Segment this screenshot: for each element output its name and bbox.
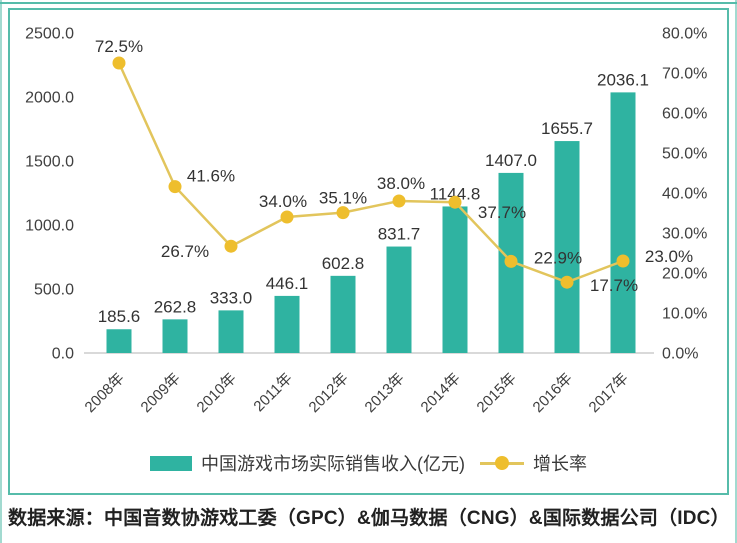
- page-right-border: [735, 0, 737, 543]
- bar: [106, 329, 132, 353]
- growth-value-label: 34.0%: [259, 192, 307, 211]
- bar: [274, 295, 300, 353]
- growth-marker: [392, 194, 406, 208]
- bar-value-label: 446.1: [266, 274, 309, 293]
- bar-value-label: 602.8: [322, 254, 365, 273]
- bar: [554, 141, 580, 353]
- legend-line-dot: [495, 456, 509, 470]
- legend: 中国游戏市场实际销售收入(亿元) 增长率: [10, 450, 727, 476]
- x-axis-label: 2014年: [418, 370, 464, 416]
- growth-marker: [560, 275, 574, 289]
- right-axis-tick: 10.0%: [662, 306, 707, 323]
- right-axis-tick: 30.0%: [662, 226, 707, 243]
- growth-line: [117, 62, 624, 284]
- growth-value-label: 72.5%: [95, 37, 143, 56]
- bar-value-label: 1144.8: [430, 184, 481, 203]
- growth-value-label: 38.0%: [377, 174, 425, 193]
- left-axis-tick: 2000.0: [25, 90, 74, 107]
- growth-marker: [504, 254, 518, 268]
- growth-value-label: 22.9%: [534, 248, 582, 267]
- bar: [386, 246, 412, 353]
- x-axis-label: 2017年: [586, 370, 632, 416]
- growth-marker: [112, 56, 126, 70]
- legend-bar-label: 中国游戏市场实际销售收入(亿元): [201, 454, 465, 474]
- left-axis-tick: 0.0: [52, 346, 74, 363]
- growth-marker: [448, 195, 462, 209]
- bar-value-label: 1655.7: [541, 119, 593, 138]
- left-axis-tick: 1000.0: [25, 218, 74, 235]
- bar-value-label: 262.8: [154, 297, 197, 316]
- x-axis-label: 2010年: [194, 370, 240, 416]
- bar: [330, 275, 356, 353]
- right-axis-tick: 80.0%: [662, 26, 707, 43]
- x-axis-label: 2016年: [530, 370, 576, 416]
- page-top-border: [0, 2, 737, 4]
- x-axis-label: 2015年: [474, 370, 520, 416]
- left-axis-tick: 500.0: [34, 282, 74, 299]
- x-axis-label: 2009年: [138, 370, 184, 416]
- right-axis-tick: 20.0%: [662, 266, 707, 283]
- x-axis-label: 2013年: [362, 370, 408, 416]
- x-axis-label: 2008年: [82, 370, 128, 416]
- growth-value-label: 26.7%: [161, 242, 209, 261]
- bar-value-label: 1407.0: [485, 151, 537, 170]
- growth-value-label: 17.7%: [590, 276, 638, 295]
- growth-marker: [280, 210, 294, 224]
- right-axis-tick: 0.0%: [662, 346, 698, 363]
- legend-line-glyph: [480, 456, 524, 470]
- x-axis-label: 2012年: [306, 370, 352, 416]
- right-axis-tick: 50.0%: [662, 146, 707, 163]
- growth-value-label: 37.7%: [478, 203, 526, 222]
- growth-marker: [168, 180, 182, 194]
- x-axis-label: 2011年: [250, 370, 295, 415]
- right-axis-tick: 60.0%: [662, 106, 707, 123]
- growth-marker: [336, 206, 350, 220]
- combo-chart: 0.0 500.0 1000.0 1500.0 2000.0 2500.0 0.0% 10.0…: [25, 26, 707, 417]
- bar: [442, 206, 468, 353]
- chart-frame: 0.0 500.0 1000.0 1500.0 2000.0 2500.0 0.0% 10.0…: [8, 8, 729, 495]
- left-axis-tick: 2500.0: [25, 26, 74, 43]
- bar-value-label: 185.6: [98, 307, 141, 326]
- bar-value-label: 2036.1: [597, 70, 649, 89]
- page-left-border: [0, 0, 2, 543]
- bar: [162, 319, 188, 353]
- bar: [218, 310, 244, 353]
- growth-marker: [224, 239, 238, 253]
- growth-value-label: 23.0%: [645, 247, 693, 266]
- bar-value-label: 831.7: [378, 225, 421, 244]
- growth-value-label: 35.1%: [319, 189, 367, 208]
- right-axis-tick: 40.0%: [662, 186, 707, 203]
- legend-line-label: 增长率: [533, 454, 587, 474]
- right-axis-tick: 70.0%: [662, 66, 707, 83]
- bar: [610, 92, 636, 353]
- bar-value-label: 333.0: [210, 288, 253, 307]
- growth-value-label: 41.6%: [187, 167, 235, 186]
- growth-marker: [616, 254, 630, 268]
- source-note: 数据来源：中国音数协游戏工委（GPC）&伽马数据（CNG）&国际数据公司（IDC…: [8, 508, 730, 529]
- legend-bar-swatch: [150, 455, 192, 471]
- left-axis-tick: 1500.0: [25, 154, 74, 171]
